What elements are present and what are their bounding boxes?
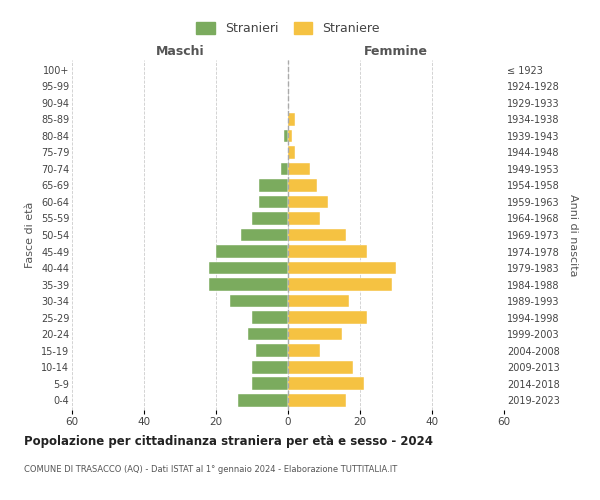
Text: COMUNE DI TRASACCO (AQ) - Dati ISTAT al 1° gennaio 2024 - Elaborazione TUTTITALI: COMUNE DI TRASACCO (AQ) - Dati ISTAT al … [24, 465, 397, 474]
Bar [252, 212, 288, 225]
Bar [252, 360, 288, 374]
Bar [252, 311, 288, 324]
Legend: Stranieri, Straniere: Stranieri, Straniere [191, 18, 385, 40]
Bar [288, 377, 364, 390]
Bar [288, 130, 292, 142]
Bar [241, 228, 288, 241]
Bar [230, 294, 288, 308]
Bar [288, 228, 346, 241]
Bar [288, 328, 342, 340]
Bar [288, 146, 295, 159]
Bar [288, 196, 328, 208]
Text: Maschi: Maschi [155, 44, 205, 58]
Bar [288, 212, 320, 225]
Bar [288, 294, 349, 308]
Bar [238, 394, 288, 406]
Bar [259, 196, 288, 208]
Bar [288, 162, 310, 175]
Bar [284, 130, 288, 142]
Bar [281, 162, 288, 175]
Bar [288, 360, 353, 374]
Bar [288, 262, 396, 274]
Bar [209, 262, 288, 274]
Text: Popolazione per cittadinanza straniera per età e sesso - 2024: Popolazione per cittadinanza straniera p… [24, 435, 433, 448]
Y-axis label: Fasce di età: Fasce di età [25, 202, 35, 268]
Bar [209, 278, 288, 291]
Bar [256, 344, 288, 357]
Bar [248, 328, 288, 340]
Bar [252, 377, 288, 390]
Bar [288, 394, 346, 406]
Bar [216, 245, 288, 258]
Bar [288, 113, 295, 126]
Bar [288, 179, 317, 192]
Y-axis label: Anni di nascita: Anni di nascita [568, 194, 578, 276]
Bar [259, 179, 288, 192]
Bar [288, 311, 367, 324]
Text: Femmine: Femmine [364, 44, 428, 58]
Bar [288, 245, 367, 258]
Bar [288, 278, 392, 291]
Bar [288, 344, 320, 357]
